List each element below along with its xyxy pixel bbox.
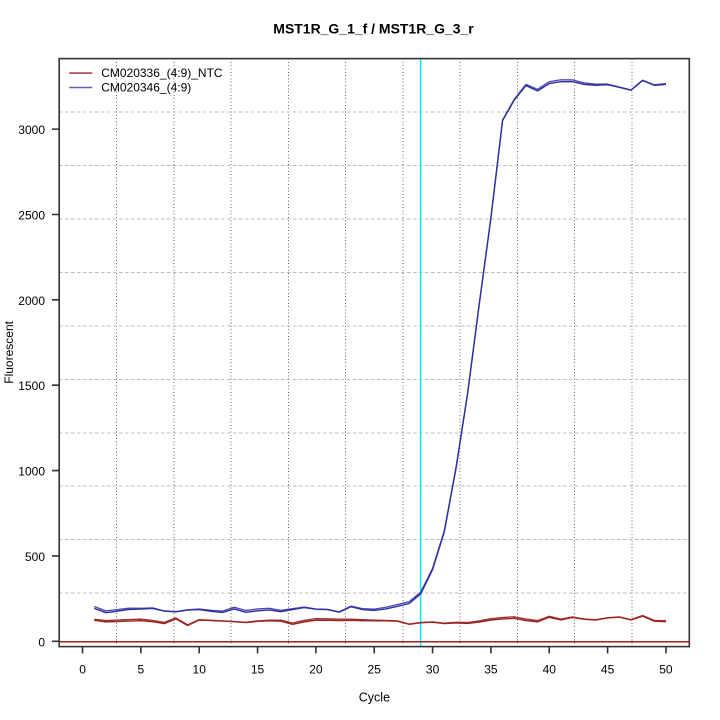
svg-text:45: 45 — [601, 662, 615, 676]
svg-text:500: 500 — [25, 550, 45, 564]
svg-text:30: 30 — [426, 662, 440, 676]
svg-text:40: 40 — [543, 662, 557, 676]
svg-text:0: 0 — [38, 635, 45, 649]
svg-text:Fluorescent: Fluorescent — [2, 320, 16, 383]
svg-text:10: 10 — [193, 662, 207, 676]
svg-text:1500: 1500 — [18, 379, 45, 393]
svg-text:2500: 2500 — [18, 209, 45, 223]
svg-text:Cycle: Cycle — [359, 690, 390, 704]
svg-text:15: 15 — [251, 662, 265, 676]
svg-text:25: 25 — [368, 662, 382, 676]
svg-text:CM020346_(4:9): CM020346_(4:9) — [101, 80, 191, 94]
svg-text:MST1R_G_1_f / MST1R_G_3_r: MST1R_G_1_f / MST1R_G_3_r — [273, 21, 474, 36]
svg-text:CM020336_(4:9)_NTC: CM020336_(4:9)_NTC — [101, 66, 223, 80]
svg-text:35: 35 — [484, 662, 498, 676]
svg-text:5: 5 — [138, 662, 145, 676]
svg-text:1000: 1000 — [18, 465, 45, 479]
svg-text:3000: 3000 — [18, 123, 45, 137]
svg-text:20: 20 — [309, 662, 323, 676]
svg-text:50: 50 — [659, 662, 673, 676]
svg-text:2000: 2000 — [18, 294, 45, 308]
svg-text:0: 0 — [79, 662, 86, 676]
